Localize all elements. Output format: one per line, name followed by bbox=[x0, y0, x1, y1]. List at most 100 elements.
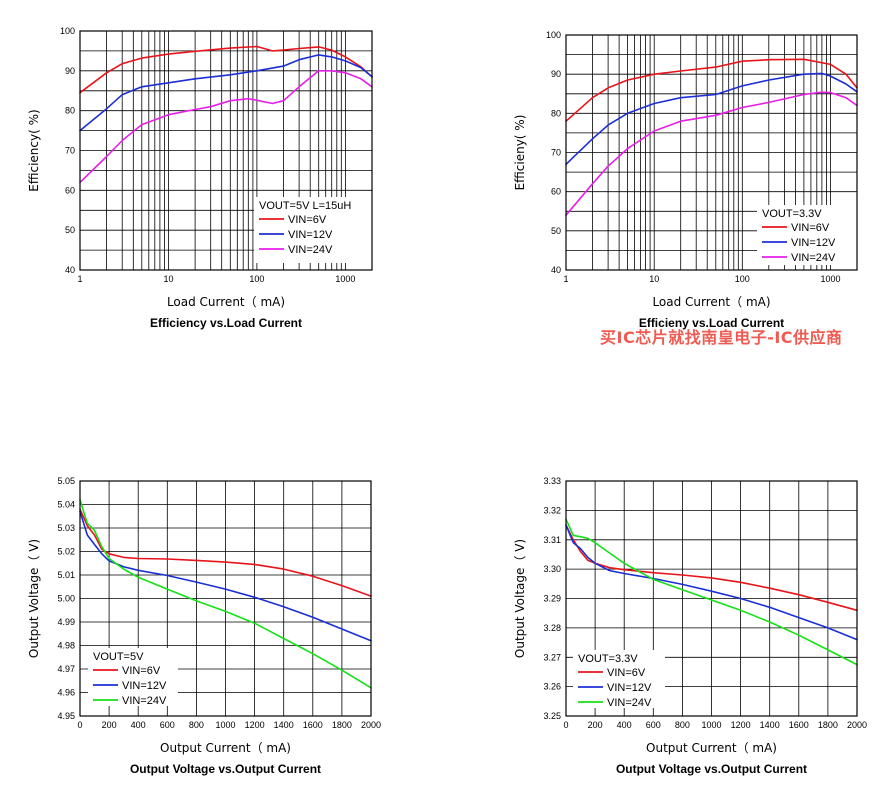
gridlines bbox=[80, 481, 371, 716]
x-tick-label: 100 bbox=[249, 274, 264, 284]
y-tick-label: 80 bbox=[65, 106, 75, 116]
x-tick-label: 1000 bbox=[820, 274, 840, 284]
series-line-1 bbox=[565, 524, 858, 612]
series-line-1 bbox=[79, 45, 373, 94]
legend-label: VIN=6V bbox=[288, 214, 327, 226]
legend-title: VOUT=5V bbox=[93, 651, 144, 663]
y-tick-label: 60 bbox=[551, 187, 561, 197]
x-axis-label: Output Current（ mA) bbox=[160, 741, 291, 755]
y-tick-label: 3.27 bbox=[543, 652, 561, 662]
y-tick-label: 4.96 bbox=[57, 688, 75, 698]
y-tick-label: 4.95 bbox=[57, 711, 75, 721]
x-tick-label: 1000 bbox=[701, 720, 721, 730]
x-tick-label: 1000 bbox=[335, 274, 355, 284]
x-tick-label: 2000 bbox=[847, 720, 867, 730]
y-tick-label: 5.00 bbox=[57, 594, 75, 604]
y-tick-label: 3.30 bbox=[543, 564, 561, 574]
legend-label: VIN=24V bbox=[122, 695, 167, 707]
y-tick-label: 4.99 bbox=[57, 617, 75, 627]
chart-4: VOUT=3.3V VIN=6V VIN=12V VIN=24V 0 200 400 600 8… bbox=[513, 476, 867, 776]
x-axis-label: Output Current（ mA) bbox=[646, 741, 777, 755]
chart-1: VOUT=5V L=15uH VIN=6V VIN=12V VIN=24V 1 10 100… bbox=[27, 26, 373, 330]
y-tick-label: 70 bbox=[551, 148, 561, 158]
x-tick-label: 1200 bbox=[731, 720, 751, 730]
y-tick-label: 3.31 bbox=[543, 535, 561, 545]
series-line-1 bbox=[79, 508, 372, 597]
y-axis-label: Efficiency( %) bbox=[27, 109, 41, 191]
legend-label: VIN=12V bbox=[607, 682, 652, 694]
x-tick-label: 200 bbox=[588, 720, 603, 730]
y-tick-label: 5.04 bbox=[57, 500, 75, 510]
legend-label: VIN=24V bbox=[288, 244, 333, 256]
series-line-3 bbox=[565, 91, 858, 216]
y-tick-label: 3.26 bbox=[543, 682, 561, 692]
y-axis-label: Output Voltage（ V) bbox=[27, 539, 41, 658]
y-tick-label: 3.25 bbox=[543, 711, 561, 721]
legend-box bbox=[573, 650, 665, 708]
x-tick-label: 1600 bbox=[789, 720, 809, 730]
legend-title: VOUT=3.3V bbox=[578, 653, 638, 665]
x-tick-label: 1600 bbox=[303, 720, 323, 730]
legend-label: VIN=12V bbox=[791, 237, 836, 249]
watermark-text: 买IC芯片就找南皇电子-IC供应商 bbox=[600, 328, 843, 347]
x-axis-label: Load Current（ mA) bbox=[652, 295, 770, 309]
x-tick-label: 600 bbox=[160, 720, 175, 730]
x-tick-label: 1000 bbox=[215, 720, 235, 730]
y-tick-label: 4.98 bbox=[57, 641, 75, 651]
x-tick-label: 1800 bbox=[818, 720, 838, 730]
x-tick-label: 1200 bbox=[245, 720, 265, 730]
plot-frame bbox=[565, 480, 858, 717]
chart-title: Efficiency vs.Load Current bbox=[150, 316, 302, 330]
legend-title: VOUT=3.3V bbox=[762, 208, 822, 220]
y-tick-label: 5.01 bbox=[57, 570, 75, 580]
x-tick-label: 1400 bbox=[760, 720, 780, 730]
y-tick-label: 3.32 bbox=[543, 505, 561, 515]
x-tick-label: 400 bbox=[617, 720, 632, 730]
y-tick-label: 50 bbox=[65, 225, 75, 235]
x-tick-label: 800 bbox=[675, 720, 690, 730]
series-line-2 bbox=[79, 54, 373, 132]
x-tick-label: 400 bbox=[131, 720, 146, 730]
legend-label: VIN=24V bbox=[791, 252, 836, 264]
legend-label: VIN=24V bbox=[607, 697, 652, 709]
y-tick-label: 3.28 bbox=[543, 623, 561, 633]
series-line-2 bbox=[565, 72, 858, 166]
series-line-1 bbox=[565, 58, 858, 122]
legend-box bbox=[88, 648, 178, 706]
plot-frame bbox=[565, 34, 858, 271]
legend-label: VIN=6V bbox=[122, 665, 161, 677]
x-tick-label: 10 bbox=[163, 274, 173, 284]
x-tick-label: 10 bbox=[649, 274, 659, 284]
x-tick-label: 1 bbox=[563, 274, 568, 284]
y-tick-label: 40 bbox=[551, 265, 561, 275]
x-tick-label: 200 bbox=[102, 720, 117, 730]
x-tick-label: 0 bbox=[77, 720, 82, 730]
y-tick-label: 3.33 bbox=[543, 476, 561, 486]
y-tick-label: 4.97 bbox=[57, 664, 75, 674]
chart-3: VOUT=5V VIN=6V VIN=12V VIN=24V 0 200 400 600 800… bbox=[27, 476, 381, 776]
plot-frame bbox=[79, 480, 372, 717]
series-line-3 bbox=[565, 518, 858, 666]
x-tick-label: 800 bbox=[189, 720, 204, 730]
legend-box bbox=[757, 205, 857, 265]
y-tick-label: 90 bbox=[551, 69, 561, 79]
series-line-2 bbox=[79, 510, 372, 642]
y-tick-label: 40 bbox=[65, 265, 75, 275]
y-tick-label: 50 bbox=[551, 226, 561, 236]
legend-box bbox=[254, 197, 372, 263]
y-axis-label: Output Voltage（ V) bbox=[513, 539, 527, 658]
x-tick-label: 600 bbox=[646, 720, 661, 730]
x-tick-label: 0 bbox=[563, 720, 568, 730]
x-tick-label: 100 bbox=[735, 274, 750, 284]
series-line-3 bbox=[79, 70, 373, 184]
y-tick-label: 60 bbox=[65, 185, 75, 195]
y-tick-label: 100 bbox=[60, 26, 75, 36]
y-tick-label: 70 bbox=[65, 146, 75, 156]
y-tick-label: 100 bbox=[546, 30, 561, 40]
x-tick-label: 1400 bbox=[274, 720, 294, 730]
legend-label: VIN=12V bbox=[122, 680, 167, 692]
y-tick-label: 5.03 bbox=[57, 523, 75, 533]
y-tick-label: 5.02 bbox=[57, 547, 75, 557]
series-line-3 bbox=[79, 498, 372, 689]
